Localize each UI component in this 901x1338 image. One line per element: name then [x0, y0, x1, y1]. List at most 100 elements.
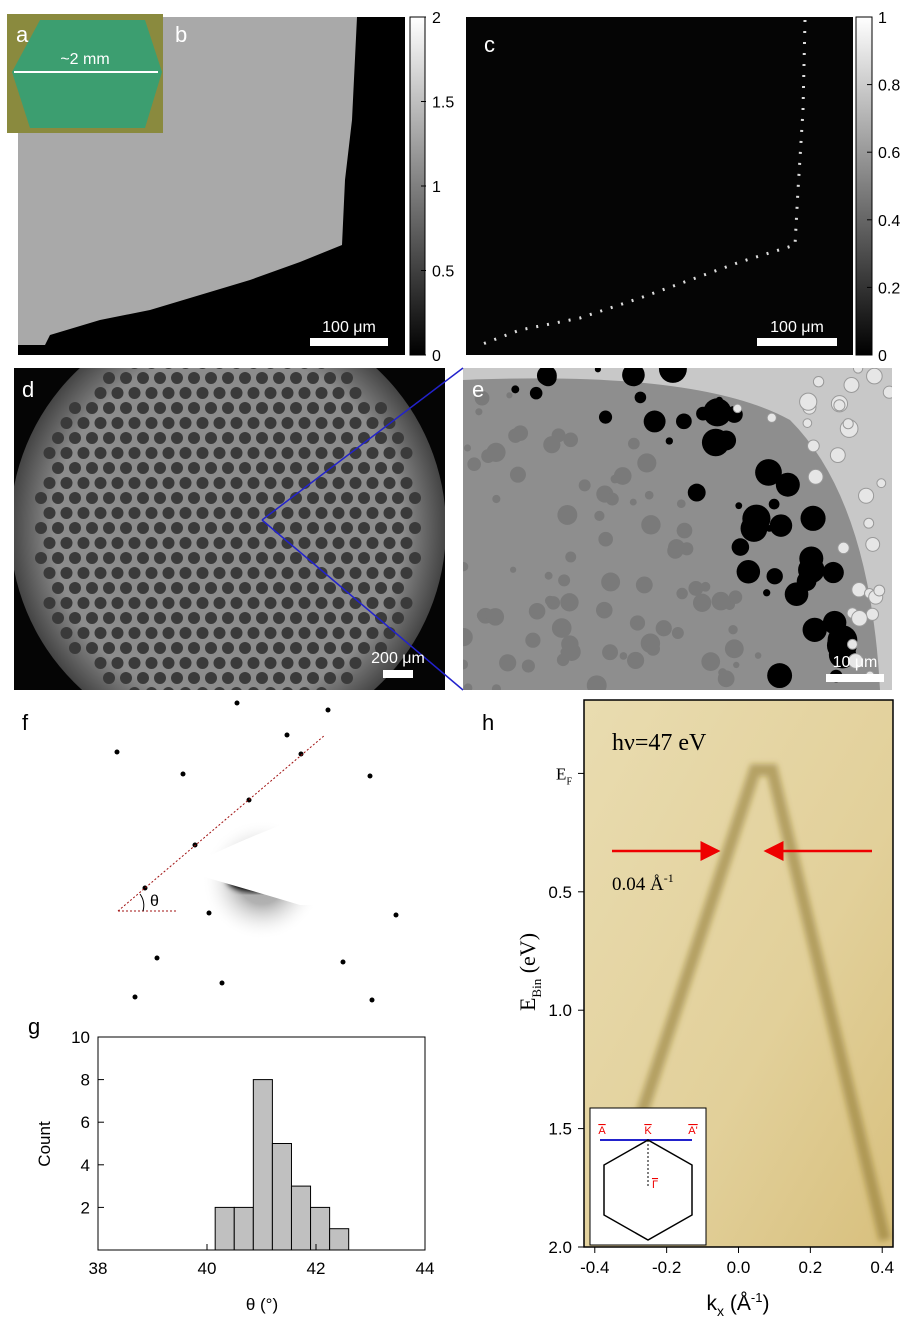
grid-hole: [52, 492, 64, 504]
text-part: (eV): [515, 933, 540, 979]
grid-hole: [95, 477, 107, 489]
grid-hole: [180, 357, 192, 369]
grid-hole: [171, 702, 183, 714]
grid-hole: [316, 657, 328, 669]
grid-hole: [222, 582, 234, 594]
grid-hole: [392, 492, 404, 504]
grid-hole: [282, 567, 294, 579]
grid-hole: [316, 447, 328, 459]
scale-bar: [383, 670, 413, 678]
grid-hole: [222, 402, 234, 414]
hole: [874, 585, 885, 596]
hole: [859, 488, 874, 503]
hole: [644, 411, 666, 433]
grid-hole: [44, 507, 56, 519]
grid-hole: [197, 417, 209, 429]
grid-hole: [137, 432, 149, 444]
grid-hole: [333, 507, 345, 519]
grid-hole: [188, 462, 200, 474]
grid-hole: [112, 537, 124, 549]
sample-flake: [12, 20, 162, 128]
hole: [545, 596, 555, 606]
grid-hole: [290, 582, 302, 594]
hole: [459, 562, 468, 571]
grid-hole: [154, 702, 166, 714]
grid-hole: [95, 537, 107, 549]
grid-hole: [273, 582, 285, 594]
grid-hole: [350, 627, 362, 639]
hole: [803, 618, 827, 642]
grid-hole: [171, 642, 183, 654]
grid-hole: [282, 627, 294, 639]
hole: [801, 506, 826, 531]
grid-hole: [333, 387, 345, 399]
text-part: x: [717, 1303, 724, 1319]
grid-hole: [375, 522, 387, 534]
grid-hole: [112, 447, 124, 459]
grid-hole: [231, 687, 243, 699]
grid-hole: [248, 567, 260, 579]
hole: [732, 538, 750, 556]
grid-hole: [239, 522, 251, 534]
grid-hole: [231, 567, 243, 579]
grid-hole: [103, 552, 115, 564]
grid-hole: [171, 612, 183, 624]
colorbar-tick-label: 0.5: [432, 264, 454, 281]
inset-label: A: [598, 1125, 606, 1137]
grid-hole: [137, 462, 149, 474]
grid-hole: [103, 642, 115, 654]
grid-hole: [120, 372, 132, 384]
diffraction-spot: [326, 708, 331, 713]
grid-hole: [61, 627, 73, 639]
grid-hole: [197, 477, 209, 489]
grid-hole: [69, 492, 81, 504]
grid-hole: [129, 417, 141, 429]
hole: [733, 662, 739, 668]
text-part: 1.0: [548, 1001, 572, 1020]
grid-hole: [265, 567, 277, 579]
grid-hole: [86, 432, 98, 444]
grid-hole: [222, 372, 234, 384]
map-background: [466, 17, 853, 355]
diffraction-spot: [155, 956, 160, 961]
y-tick-label: 0.5: [548, 883, 572, 902]
grid-hole: [358, 612, 370, 624]
grid-hole: [273, 642, 285, 654]
grid-hole: [180, 507, 192, 519]
y-tick-label: 2: [81, 1198, 90, 1217]
grid-hole: [222, 642, 234, 654]
grid-hole: [248, 447, 260, 459]
bar: [253, 1080, 272, 1250]
grid-hole: [214, 537, 226, 549]
scale-bar: [757, 338, 837, 346]
grid-hole: [367, 627, 379, 639]
grid-hole: [163, 417, 175, 429]
grid-hole: [61, 477, 73, 489]
grid-hole: [154, 522, 166, 534]
grid-hole: [103, 402, 115, 414]
grid-hole: [163, 357, 175, 369]
grid-hole: [401, 597, 413, 609]
grid-hole: [231, 357, 243, 369]
bar: [215, 1207, 234, 1250]
diffraction-spot: [394, 913, 399, 918]
grid-hole: [78, 477, 90, 489]
text-part: E: [556, 764, 566, 783]
grid-hole: [61, 567, 73, 579]
grid-hole: [265, 477, 277, 489]
grid-hole: [69, 432, 81, 444]
grid-hole: [180, 477, 192, 489]
hole: [522, 659, 535, 672]
grid-hole: [146, 387, 158, 399]
hole: [838, 542, 850, 554]
hole: [467, 457, 481, 471]
diffraction-spot: [181, 772, 186, 777]
panel-label: c: [484, 32, 495, 57]
grid-hole: [367, 507, 379, 519]
hole: [800, 393, 817, 410]
grid-hole: [265, 627, 277, 639]
grid-hole: [392, 582, 404, 594]
grid-hole: [52, 432, 64, 444]
grid-hole: [341, 612, 353, 624]
grid-hole: [350, 477, 362, 489]
